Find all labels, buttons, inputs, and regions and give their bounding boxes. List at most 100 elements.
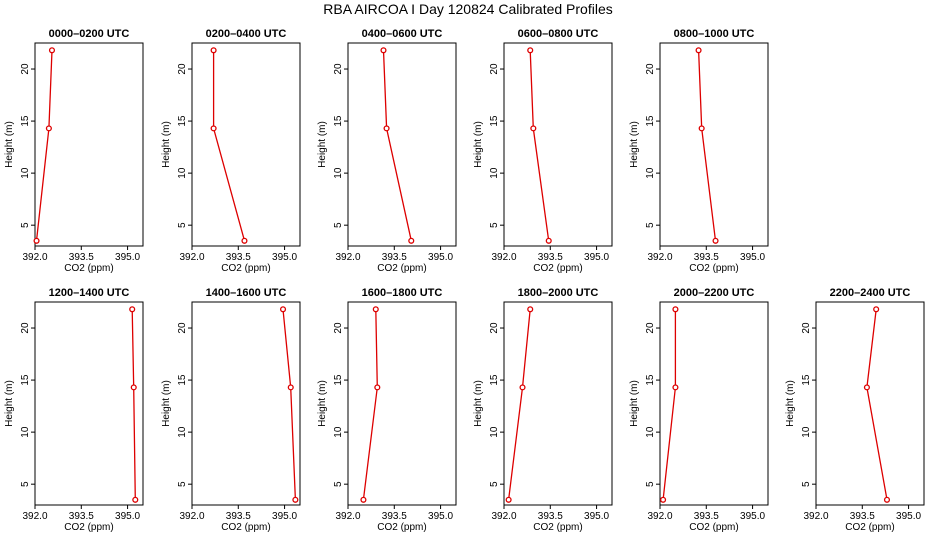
data-point [33,237,40,244]
x-tick-label: 393.5 [226,511,251,522]
y-tick-label: 5 [177,222,188,228]
y-tick-label: 10 [177,426,188,438]
x-tick-label: 393.5 [382,252,407,263]
y-tick-label: 20 [20,322,31,334]
y-tick-label: 20 [20,63,31,75]
panel-title: 1200–1400 UTC [49,287,130,299]
profile-panel: 1400–1600 UTC 392.0 393.5 395.0 5 10 15 20 CO2 (… [161,287,301,533]
profile-line [866,309,888,500]
x-axis-label: CO2 (ppm) [221,263,270,274]
data-point [45,125,52,132]
panel-title: 0000–0200 UTC [49,28,130,40]
profile-panel: 1200–1400 UTC 392.0 393.5 395.0 5 10 15 20 CO2 (… [4,287,144,533]
x-tick-label: 393.5 [694,252,719,263]
y-tick-label: 10 [20,426,31,438]
y-tick-label: 5 [20,222,31,228]
y-tick-label: 20 [177,322,188,334]
y-tick-label: 20 [645,63,656,75]
y-tick-label: 5 [489,222,500,228]
y-tick-label: 15 [645,374,656,386]
profile-panel: 2000–2200 UTC 392.0 393.5 395.0 5 10 15 20 CO2 (… [629,287,769,533]
panel-title: 0200–0400 UTC [206,28,287,40]
y-axis-label: Height (m) [629,380,640,427]
y-axis-label: Height (m) [473,380,484,427]
y-axis-label: Height (m) [4,380,15,427]
data-point [863,384,870,391]
data-point [210,125,217,132]
y-tick-label: 10 [801,426,812,438]
x-tick-label: 395.0 [272,252,297,263]
y-tick-label: 15 [20,374,31,386]
profile-panel: 0800–1000 UTC 392.0 393.5 395.0 5 10 15 20 CO2 (… [629,28,769,274]
y-axis-label: Height (m) [161,121,172,168]
plot-frame [503,42,613,247]
profile-panel: 0400–0600 UTC 392.0 393.5 395.0 5 10 15 20 CO2 (… [317,28,457,274]
y-tick-label: 20 [333,322,344,334]
profile-panel: 0200–0400 UTC 392.0 393.5 395.0 5 10 15 20 CO2 (… [161,28,301,274]
profile-line [507,309,531,500]
profile-panel: 2200–2400 UTC 392.0 393.5 395.0 5 10 15 20 CO2 (… [785,287,925,533]
y-tick-label: 20 [801,322,812,334]
data-point [360,496,367,503]
y-tick-label: 20 [645,322,656,334]
y-tick-label: 20 [489,63,500,75]
x-tick-label: 392.0 [22,252,47,263]
data-point [672,384,679,391]
plot-frame [347,42,457,247]
panel-title: 2200–2400 UTC [830,287,911,299]
y-tick-label: 15 [489,115,500,127]
panel-title: 0800–1000 UTC [674,28,755,40]
y-tick-label: 15 [645,115,656,127]
x-tick-label: 395.0 [115,252,140,263]
data-point [505,496,512,503]
y-tick-label: 10 [489,426,500,438]
plot-frame [659,42,769,247]
y-tick-label: 5 [177,481,188,487]
plot-frame [347,301,457,506]
data-point [883,496,891,503]
x-tick-label: 393.5 [69,511,94,522]
y-tick-label: 5 [489,481,500,487]
data-point [380,47,387,54]
y-axis-label: Height (m) [161,380,172,427]
plot-frame [34,301,144,506]
x-tick-label: 392.0 [179,252,204,263]
y-tick-label: 10 [177,167,188,179]
profile-panel: 0600–0800 UTC 392.0 393.5 395.0 5 10 15 20 CO2 (… [473,28,613,274]
x-tick-label: 395.0 [584,252,609,263]
x-tick-label: 395.0 [428,252,453,263]
data-point [519,384,526,391]
y-axis-label: Height (m) [4,121,15,168]
panel-title: 1800–2000 UTC [518,287,599,299]
data-point [530,125,537,132]
y-axis-label: Height (m) [785,380,796,427]
x-tick-label: 393.5 [69,252,94,263]
y-tick-label: 10 [645,167,656,179]
y-tick-label: 5 [801,481,812,487]
x-tick-label: 395.0 [740,252,765,263]
data-point [132,496,139,503]
page-title: RBA AIRCOA I Day 120824 Calibrated Profi… [323,1,613,17]
plot-frame [659,301,769,506]
x-tick-label: 395.0 [740,511,765,522]
x-axis-label: CO2 (ppm) [845,522,894,533]
y-tick-label: 15 [489,374,500,386]
data-point [672,306,679,313]
data-point [48,47,56,54]
x-axis-label: CO2 (ppm) [64,263,113,274]
x-axis-label: CO2 (ppm) [533,522,582,533]
y-tick-label: 20 [333,63,344,75]
x-tick-label: 393.5 [382,511,407,522]
data-point [408,237,415,244]
y-tick-label: 15 [177,115,188,127]
x-tick-label: 395.0 [115,511,140,522]
profile-line [282,309,297,500]
y-axis-label: Height (m) [473,121,484,168]
x-tick-label: 393.5 [538,252,563,263]
panel-title: 0400–0600 UTC [362,28,443,40]
profile-line [35,50,53,241]
data-point [698,125,705,132]
x-axis-label: CO2 (ppm) [533,263,582,274]
x-tick-label: 393.5 [850,511,875,522]
